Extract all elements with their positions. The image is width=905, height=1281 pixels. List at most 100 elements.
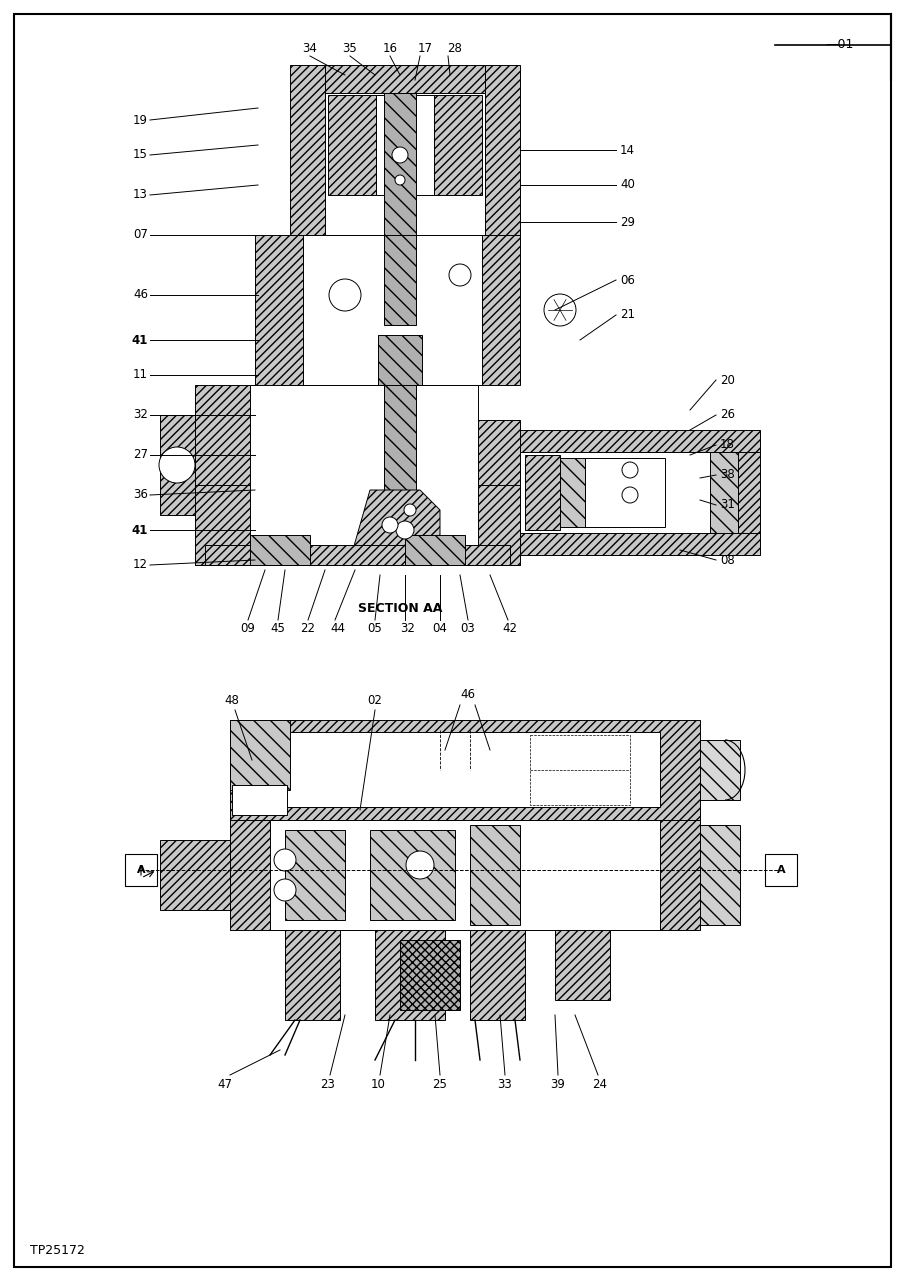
Text: SECTION AA: SECTION AA [357,602,443,615]
Text: 11: 11 [133,369,148,382]
Text: 41: 41 [131,333,148,346]
Bar [585,459,665,526]
Text: 34: 34 [302,41,318,55]
Text: 24: 24 [593,1079,607,1091]
Circle shape [396,521,414,539]
Bar [285,830,345,920]
Bar [160,840,230,910]
Bar [700,740,740,801]
Bar [250,386,478,565]
Text: TP25172: TP25172 [30,1245,85,1258]
Bar [400,940,460,1009]
Circle shape [274,879,296,901]
Bar [205,544,510,565]
Bar [160,415,195,515]
Text: 06: 06 [620,274,635,287]
Bar [195,386,250,565]
Bar [378,336,422,386]
Text: 08: 08 [720,553,735,566]
Text: 13: 13 [133,188,148,201]
Bar [250,535,310,565]
Bar [230,720,700,820]
Bar [525,455,560,530]
Text: 23: 23 [320,1079,336,1091]
Text: 47: 47 [217,1079,233,1091]
Bar [384,386,416,565]
Text: A: A [137,865,146,875]
Text: 46: 46 [461,688,475,702]
Bar [485,65,520,234]
Bar [416,95,434,195]
Bar [325,65,485,94]
Circle shape [329,279,361,311]
Text: 25: 25 [433,1079,447,1091]
Bar [520,452,738,533]
Text: 09: 09 [241,621,255,634]
Text: 22: 22 [300,621,316,634]
Text: 36: 36 [133,488,148,501]
Bar [710,452,738,533]
Text: 17: 17 [417,41,433,55]
Circle shape [622,462,638,478]
Bar [325,94,485,234]
Text: 07: 07 [133,228,148,242]
Bar [765,854,797,886]
Bar [482,234,520,386]
Circle shape [449,264,471,286]
Text: 44: 44 [330,621,346,634]
Text: 21: 21 [620,309,635,322]
Bar [700,825,740,925]
Bar [270,820,660,930]
Bar [230,720,290,790]
Bar [270,731,660,807]
Bar [470,825,520,925]
Text: A: A [776,865,786,875]
Bar [478,420,520,565]
Bar [303,234,482,386]
Text: 45: 45 [271,621,285,634]
Bar [555,930,610,1000]
Polygon shape [350,491,440,560]
Bar [384,234,416,325]
Bar [375,930,445,1020]
Bar [470,930,525,1020]
Text: 04: 04 [433,621,447,634]
Bar [520,533,760,555]
Bar [232,785,287,815]
Circle shape [395,175,405,184]
Text: 28: 28 [448,41,462,55]
Circle shape [274,849,296,871]
Text: 46: 46 [133,288,148,301]
Bar [230,820,700,930]
Text: 10: 10 [370,1079,386,1091]
Text: 42: 42 [502,621,518,634]
Text: 33: 33 [498,1079,512,1091]
Bar [125,854,157,886]
Text: 40: 40 [620,178,635,191]
Text: 26: 26 [720,409,735,421]
Bar [328,95,376,195]
Circle shape [544,295,576,325]
Text: 31: 31 [720,498,735,511]
Bar [376,95,384,195]
Bar [370,830,455,920]
Text: —01: —01 [825,38,853,51]
Bar [560,459,585,526]
Text: 38: 38 [720,469,735,482]
Circle shape [382,518,398,533]
Text: 12: 12 [133,559,148,571]
Text: 16: 16 [383,41,397,55]
Bar [195,485,520,565]
Bar [255,234,303,386]
Bar [738,452,760,533]
Text: 41: 41 [131,524,148,537]
Bar [290,65,325,234]
Circle shape [392,147,408,163]
Bar [285,930,340,1020]
Circle shape [622,487,638,503]
Circle shape [159,447,195,483]
Text: 39: 39 [550,1079,566,1091]
Text: 03: 03 [461,621,475,634]
Text: 32: 32 [133,409,148,421]
Text: 48: 48 [224,693,240,707]
